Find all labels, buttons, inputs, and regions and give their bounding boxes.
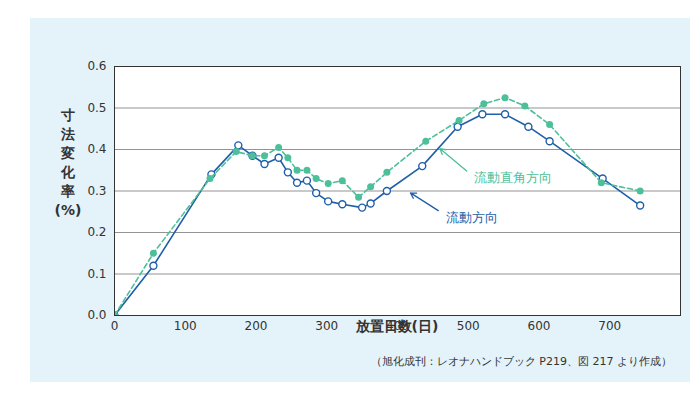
- html-text:率: 率: [61, 183, 75, 199]
- html-text:寸: 寸: [61, 107, 75, 123]
- html-text:化: 化: [61, 164, 75, 180]
- svg-text:700: 700: [598, 319, 621, 333]
- svg-text:100: 100: [174, 319, 197, 333]
- svg-text:0.6: 0.6: [87, 59, 106, 73]
- svg-text:0.5: 0.5: [87, 101, 106, 115]
- html-text:変: 変: [61, 145, 75, 161]
- svg-text:0.0: 0.0: [87, 308, 106, 322]
- svg-text:500: 500: [457, 319, 480, 333]
- svg-text:0.3: 0.3: [87, 184, 106, 198]
- svg-text:0.1: 0.1: [87, 267, 106, 281]
- html-text:（旭化成刊：レオナハンドブック P219、図 217 より作: （旭化成刊：レオナハンドブック P219、図 217 より作成）: [370, 355, 672, 368]
- svg-text:流動方向: 流動方向: [446, 210, 498, 225]
- svg-text:200: 200: [245, 319, 268, 333]
- html-text:法: 法: [61, 126, 75, 142]
- svg-text:0: 0: [111, 319, 119, 333]
- svg-text:0.4: 0.4: [87, 142, 106, 156]
- svg-text:流動直角方向: 流動直角方向: [474, 170, 552, 185]
- svg-text:300: 300: [315, 319, 338, 333]
- html-text:放置日数(日): 放置日数(日): [355, 318, 439, 334]
- svg-text:600: 600: [528, 319, 551, 333]
- svg-text:0.2: 0.2: [87, 225, 106, 239]
